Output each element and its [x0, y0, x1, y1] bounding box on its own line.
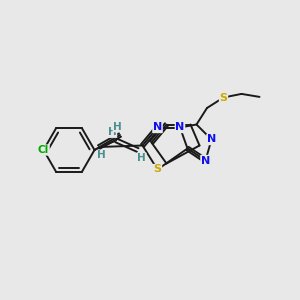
Text: N: N [207, 134, 216, 145]
Text: H: H [97, 150, 106, 161]
Text: S: S [154, 164, 161, 175]
Text: H: H [137, 153, 146, 163]
Text: N: N [153, 122, 162, 133]
Text: H: H [113, 122, 122, 132]
Text: N: N [201, 155, 210, 166]
Text: S: S [220, 92, 227, 103]
Text: H: H [108, 127, 117, 137]
Text: N: N [176, 122, 184, 133]
Text: Cl: Cl [38, 145, 49, 155]
